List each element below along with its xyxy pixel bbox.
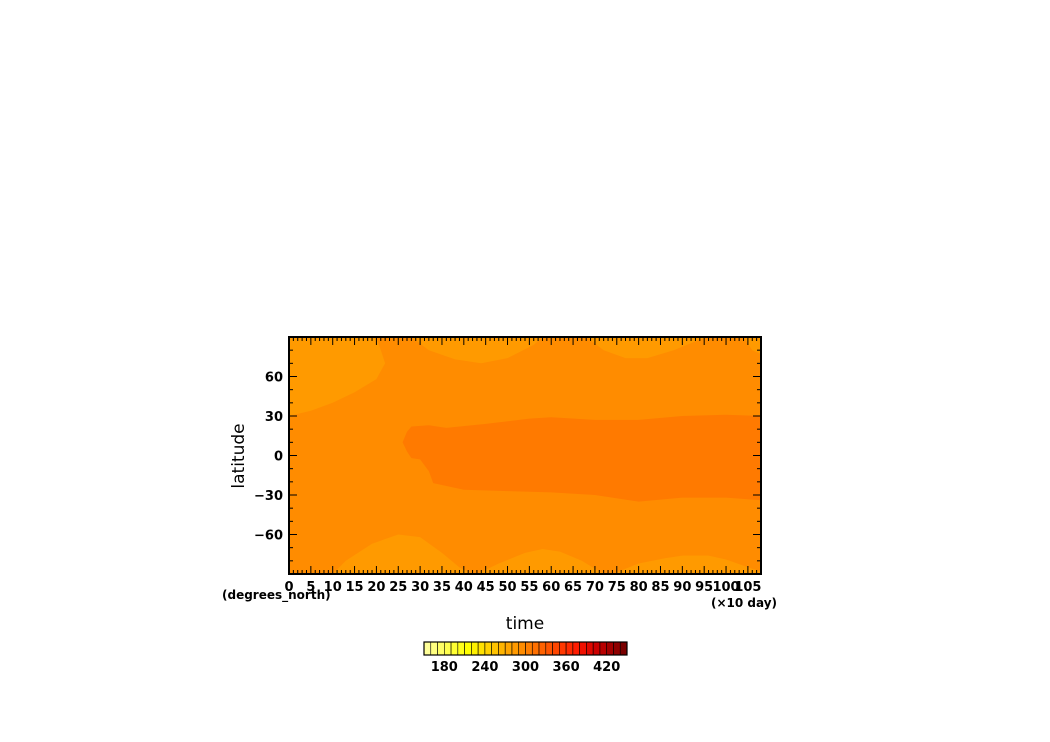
colorbar-tick-label: 300 <box>512 660 539 675</box>
colorbar-swatch <box>478 642 485 655</box>
colorbar-swatch <box>465 642 472 655</box>
colorbar-swatch <box>512 642 519 655</box>
colorbar-swatch <box>451 642 458 655</box>
y-tick-label: 30 <box>265 410 283 425</box>
colorbar-swatch <box>444 642 451 655</box>
colorbar-swatch <box>607 642 614 655</box>
x-tick-label: 40 <box>455 580 473 595</box>
x-tick-label: 60 <box>542 580 560 595</box>
x-tick-label: 25 <box>389 580 407 595</box>
y-axis-title: latitude <box>229 423 249 488</box>
x-axis-title: time <box>506 614 544 634</box>
colorbar-swatch <box>539 642 546 655</box>
y-tick-label: 60 <box>265 371 283 386</box>
y-tick-label: −60 <box>254 529 283 544</box>
x-tick-label: 85 <box>651 580 669 595</box>
y-units-label: (degrees_north) <box>222 588 331 603</box>
colorbar-swatch <box>546 642 553 655</box>
x-tick-label: 75 <box>608 580 626 595</box>
x-tick-label: 30 <box>411 580 429 595</box>
x-tick-label: 45 <box>477 580 495 595</box>
x-tick-label: 105 <box>734 580 761 595</box>
colorbar-swatch <box>471 642 478 655</box>
colorbar-swatch <box>458 642 465 655</box>
colorbar-swatch <box>505 642 512 655</box>
x-tick-label: 70 <box>586 580 604 595</box>
colorbar: 180 240 300 360 420 <box>424 642 627 675</box>
y-tick-label: 0 <box>274 450 283 465</box>
colorbar-swatch <box>586 642 593 655</box>
colorbar-swatch <box>566 642 573 655</box>
colorbar-swatch <box>526 642 533 655</box>
colorbar-tick-label: 180 <box>431 660 458 675</box>
colorbar-swatch <box>613 642 620 655</box>
x-units-label: (×10 day) <box>711 596 777 610</box>
x-tick-label: 15 <box>346 580 364 595</box>
colorbar-swatch <box>553 642 560 655</box>
colorbar-swatch <box>600 642 607 655</box>
colorbar-swatch <box>485 642 492 655</box>
colorbar-swatch <box>559 642 566 655</box>
colorbar-tick-label: 420 <box>593 660 620 675</box>
colorbar-swatch <box>519 642 526 655</box>
colorbar-swatch <box>498 642 505 655</box>
x-tick-label: 95 <box>695 580 713 595</box>
x-tick-label: 35 <box>433 580 451 595</box>
colorbar-swatch <box>573 642 580 655</box>
colorbar-tick-label: 360 <box>553 660 580 675</box>
colorbar-tick-label: 240 <box>471 660 498 675</box>
y-tick-label: −30 <box>254 489 283 504</box>
x-tick-label: 55 <box>520 580 538 595</box>
colorbar-swatch <box>593 642 600 655</box>
x-tick-label: 20 <box>367 580 385 595</box>
colorbar-swatch <box>424 642 431 655</box>
colorbar-swatch <box>580 642 587 655</box>
x-tick-label: 90 <box>673 580 691 595</box>
colorbar-swatch <box>431 642 438 655</box>
colorbar-swatch <box>620 642 627 655</box>
colorbar-swatch <box>438 642 445 655</box>
x-tick-label: 80 <box>630 580 648 595</box>
colorbar-swatch <box>532 642 539 655</box>
x-tick-label: 50 <box>498 580 516 595</box>
colorbar-swatch <box>492 642 499 655</box>
x-tick-label: 65 <box>564 580 582 595</box>
heatmap-plot <box>289 337 761 574</box>
